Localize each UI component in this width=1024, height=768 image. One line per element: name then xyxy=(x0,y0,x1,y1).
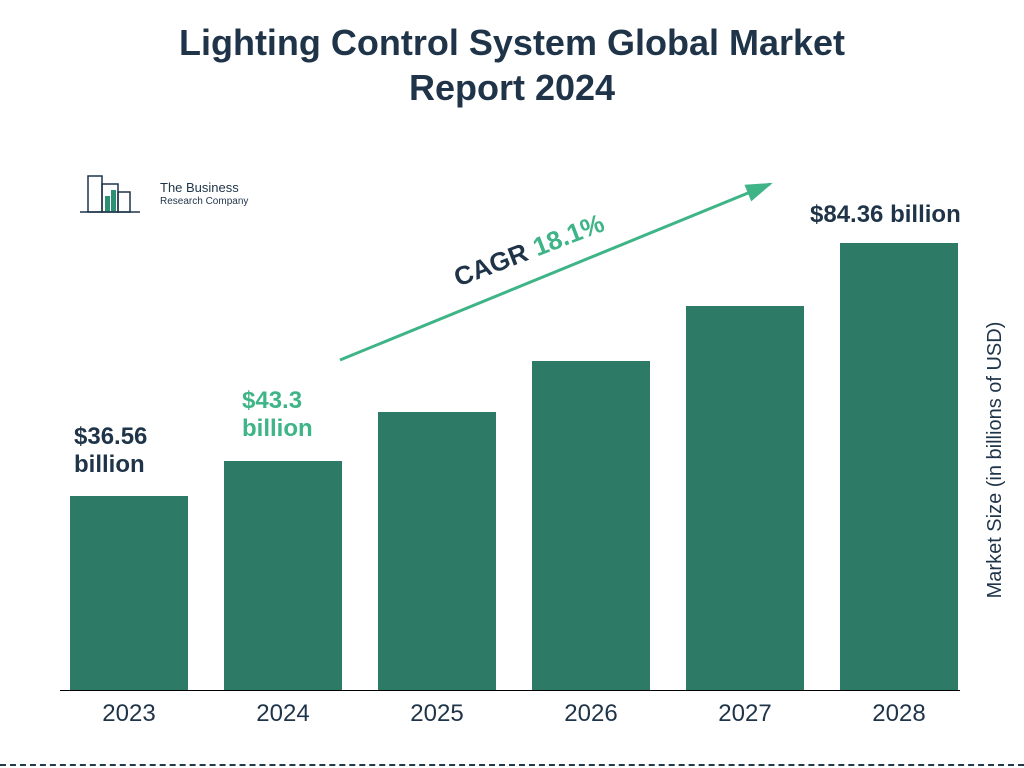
bar-2023 xyxy=(70,496,188,690)
title-line2: Report 2024 xyxy=(409,67,615,108)
bar-2028 xyxy=(840,243,958,690)
bottom-divider xyxy=(0,764,1024,766)
value-2023-amount: $36.56 xyxy=(74,423,147,450)
xlabel-2028: 2028 xyxy=(840,700,958,728)
x-axis-line xyxy=(60,690,960,691)
xlabel-2023: 2023 xyxy=(70,700,188,728)
bar-2026 xyxy=(532,361,650,690)
value-2024-unit: billion xyxy=(242,415,313,442)
value-label-2024: $43.3 billion xyxy=(242,387,313,442)
bar-chart: $36.56 billion $43.3 billion $84.36 bill… xyxy=(60,160,960,690)
xlabel-2025: 2025 xyxy=(378,700,496,728)
value-2024-amount: $43.3 xyxy=(242,387,302,414)
bar-2024 xyxy=(224,461,342,690)
value-label-2023: $36.56 billion xyxy=(74,423,147,478)
title-line1: Lighting Control System Global Market xyxy=(179,22,845,63)
xlabel-2024: 2024 xyxy=(224,700,342,728)
growth-arrow xyxy=(330,170,790,375)
bar-2025 xyxy=(378,412,496,690)
chart-title: Lighting Control System Global Market Re… xyxy=(0,20,1024,110)
value-2023-unit: billion xyxy=(74,451,145,478)
value-2028-text: $84.36 billion xyxy=(810,201,961,228)
chart-container: Lighting Control System Global Market Re… xyxy=(0,0,1024,768)
xlabel-2027: 2027 xyxy=(686,700,804,728)
value-label-2028: $84.36 billion xyxy=(810,201,961,229)
xlabel-2026: 2026 xyxy=(532,700,650,728)
y-axis-label: Market Size (in billions of USD) xyxy=(984,322,1007,599)
